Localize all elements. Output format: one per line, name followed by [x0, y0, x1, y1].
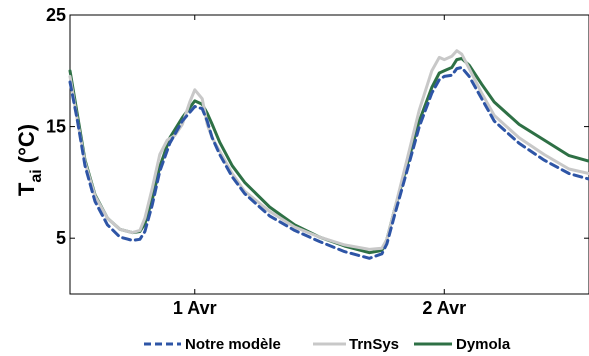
y-axis-title-subscript: ai: [28, 169, 45, 182]
series-line-notre-modele: [68, 66, 589, 260]
x-tick-marks: [194, 15, 445, 294]
x-tick-label-2-avr: 2 Avr: [422, 298, 466, 318]
y-tick-label-25: 25: [46, 5, 66, 25]
y-tick-label-15: 15: [46, 117, 66, 137]
legend-label-trnsys: TrnSys: [349, 336, 399, 353]
legend: Notre modèle TrnSys Dymola: [144, 336, 511, 353]
series-lines: [68, 49, 589, 260]
y-axis-title: Tai (°C): [14, 124, 45, 196]
x-axis-tick-labels: 1 Avr 2 Avr: [173, 298, 466, 318]
legend-label-dymola: Dymola: [456, 336, 511, 353]
legend-label-notre-modele: Notre modèle: [185, 336, 281, 353]
x-tick-label-1-avr: 1 Avr: [173, 298, 217, 318]
y-tick-marks: [70, 14, 589, 239]
y-tick-label-5: 5: [56, 228, 66, 248]
series-line-trnsys: [68, 49, 589, 251]
y-axis-title-unit: (°C): [14, 124, 39, 169]
plot-frame: [69, 14, 589, 295]
plot-area: [68, 14, 589, 295]
y-axis-title-main: T: [14, 182, 39, 196]
y-axis-tick-labels: 5 15 25: [46, 5, 66, 248]
